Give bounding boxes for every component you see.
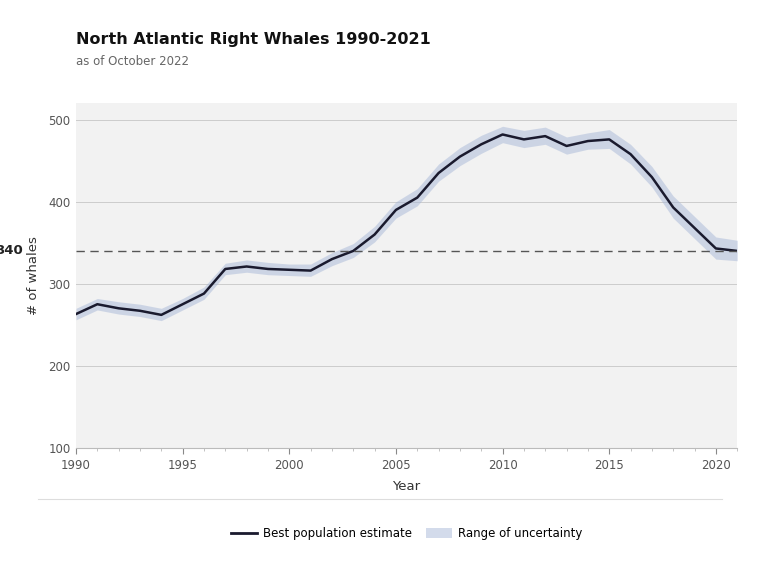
Best population estimate [242, 263, 252, 270]
Best population estimate [477, 141, 486, 148]
Best population estimate [391, 207, 401, 214]
Best population estimate [584, 138, 593, 145]
Best population estimate [733, 247, 742, 254]
Legend: Best population estimate, Range of uncertainty: Best population estimate, Range of uncer… [226, 522, 587, 545]
Best population estimate [605, 136, 614, 143]
Best population estimate [370, 231, 379, 238]
Best population estimate [648, 174, 657, 181]
Line: Best population estimate: Best population estimate [76, 134, 737, 315]
Best population estimate [114, 305, 123, 312]
Best population estimate [349, 247, 358, 254]
Best population estimate [285, 266, 294, 273]
Best population estimate [711, 245, 720, 252]
Best population estimate [93, 301, 102, 308]
Best population estimate [434, 169, 443, 176]
Best population estimate [135, 307, 144, 314]
Best population estimate [669, 204, 678, 211]
Text: as of October 2022: as of October 2022 [76, 55, 189, 68]
Best population estimate [157, 312, 166, 319]
Best population estimate [626, 151, 635, 158]
Best population estimate [690, 224, 699, 231]
Best population estimate [328, 255, 337, 262]
Best population estimate [562, 142, 571, 149]
Best population estimate [540, 133, 549, 139]
Best population estimate [220, 266, 230, 273]
Text: North Atlantic Right Whales 1990-2021: North Atlantic Right Whales 1990-2021 [76, 32, 431, 46]
Best population estimate [413, 194, 422, 201]
Best population estimate [178, 301, 187, 308]
Best population estimate [498, 131, 507, 138]
X-axis label: Year: Year [392, 480, 421, 493]
Text: 340: 340 [0, 245, 24, 257]
Best population estimate [199, 290, 208, 297]
Best population estimate [71, 311, 81, 317]
Best population estimate [306, 267, 315, 274]
Best population estimate [519, 136, 528, 143]
Best population estimate [455, 153, 464, 160]
Best population estimate [264, 266, 273, 273]
Y-axis label: # of whales: # of whales [27, 236, 40, 315]
